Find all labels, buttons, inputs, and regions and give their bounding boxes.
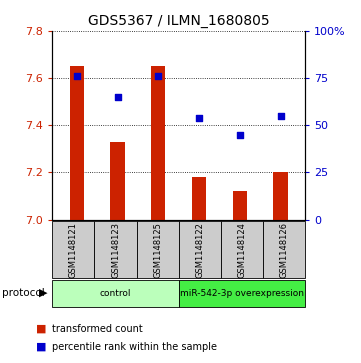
Text: ■: ■	[36, 323, 47, 334]
Text: ■: ■	[36, 342, 47, 352]
Point	[278, 113, 283, 119]
Bar	[192, 177, 206, 220]
Title: GDS5367 / ILMN_1680805: GDS5367 / ILMN_1680805	[88, 15, 270, 28]
Point	[196, 115, 202, 121]
Text: control: control	[100, 289, 131, 298]
Text: GSM1148125: GSM1148125	[153, 222, 162, 277]
Bar	[70, 66, 84, 220]
Text: ▶: ▶	[39, 288, 48, 298]
Point	[237, 132, 243, 138]
Bar	[151, 66, 165, 220]
Bar	[274, 172, 288, 220]
Point	[74, 73, 80, 79]
Text: transformed count: transformed count	[52, 323, 143, 334]
Bar	[233, 191, 247, 220]
Text: GSM1148121: GSM1148121	[69, 222, 78, 277]
Point	[156, 73, 161, 79]
Text: GSM1148123: GSM1148123	[111, 221, 120, 278]
Text: percentile rank within the sample: percentile rank within the sample	[52, 342, 217, 352]
Text: GSM1148126: GSM1148126	[279, 221, 288, 278]
Text: miR-542-3p overexpression: miR-542-3p overexpression	[180, 289, 304, 298]
Point	[115, 94, 121, 100]
Bar	[110, 142, 125, 220]
Text: GSM1148122: GSM1148122	[195, 222, 204, 277]
Text: GSM1148124: GSM1148124	[238, 222, 246, 277]
Text: protocol: protocol	[2, 288, 44, 298]
